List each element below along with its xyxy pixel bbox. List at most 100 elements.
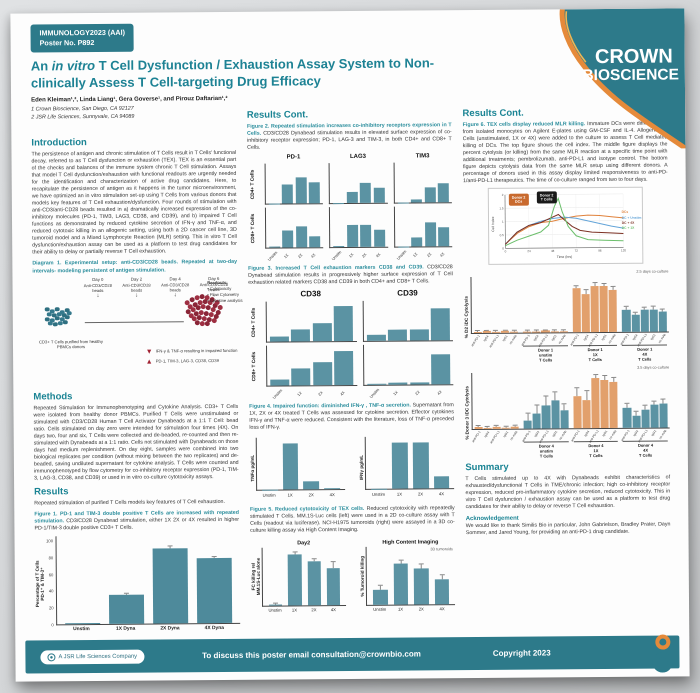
- x-tick-label: 4X: [339, 390, 346, 397]
- marker-increase-label: PD-1, TIM-3, LAG-3, CD38, CD39: [155, 358, 219, 364]
- column-right: Results Cont. Figure 6. TEX cells displa…: [462, 105, 671, 629]
- readouts-legend: Readouts: Cytotoxicity Flow Cytometry Cy…: [207, 279, 247, 305]
- mini-bar-panel: [328, 162, 388, 205]
- introduction-body: The persistence of antigen and chronic s…: [31, 149, 237, 256]
- treatment-tick-label: anti-PD-1: [570, 428, 582, 442]
- x-tick-label: 4X Dyna: [204, 625, 224, 631]
- x-tick-label: 1X: [392, 390, 400, 397]
- bar: [288, 547, 302, 606]
- treatment-tick-label: anti-PD-1: [619, 332, 630, 346]
- healthy-tcell-cluster-icon: [44, 306, 50, 312]
- figure5-2d-killing-chart: FC killing rel MM.1S-Luc alone Day2 Unstim 1…: [250, 540, 347, 613]
- x-tick-label: Unstim: [331, 250, 343, 262]
- treatment-tick-label: no mAb: [557, 333, 568, 345]
- bar: [366, 301, 386, 342]
- svg-text:48: 48: [551, 249, 555, 253]
- x-tick-label: Unstim: [396, 249, 408, 261]
- diagram1-caption: Diagram 1. Experimental setup: anti-CD3/…: [32, 259, 238, 274]
- bar: [269, 548, 283, 606]
- group-label: Donor 4 1X T Cells: [573, 440, 619, 459]
- jsr-company-label: A JSR Life Sciences Company: [58, 653, 138, 660]
- treatment-tick-label: no mAb: [656, 332, 667, 344]
- authors-line: Eden Kleiman¹,², Linda Liang¹, Gera Gove…: [31, 95, 228, 104]
- x-tick-label: 2X: [426, 252, 433, 259]
- bar: [582, 372, 591, 428]
- figure5-tumoroid-killing-chart: % Tumoroid killing High Content Imaging 3D…: [360, 539, 456, 612]
- bar: [501, 372, 510, 429]
- affiliations: 1 Crown Bioscience, San Diego, CA 92127 …: [31, 106, 134, 122]
- svg-text:Cell Index: Cell Index: [491, 217, 495, 233]
- bar: [108, 536, 144, 624]
- bar: [409, 345, 430, 385]
- x-tick-label: Unstim: [371, 491, 386, 497]
- x-tick-label: 1X: [412, 252, 419, 259]
- x-tick-label: 2X: [308, 492, 314, 498]
- poster-columns: Introduction The persistence of antigen …: [31, 105, 671, 632]
- x-tick-label: 1X: [397, 607, 404, 613]
- bar: [371, 437, 388, 490]
- x-tick-label: 1X: [396, 491, 403, 497]
- bar: [346, 163, 358, 204]
- bar: [438, 206, 450, 247]
- bar: [196, 535, 232, 624]
- red-up-arrow-icon: [146, 358, 153, 365]
- bar: [430, 300, 451, 341]
- down-arrow-icon: [156, 292, 195, 298]
- treatment-tick-label: no mAb: [607, 333, 617, 345]
- bar: [334, 345, 354, 386]
- svg-text:96: 96: [598, 249, 602, 253]
- conference-name: IMMUNOLOGY2023 (AAI): [39, 27, 126, 38]
- bar: [373, 163, 385, 203]
- logo-word-bioscience: BIOSCIENCE: [582, 66, 679, 84]
- treatment-tick-label: IgG4: [532, 334, 540, 342]
- treatment-tick-label: IgG1: [650, 428, 658, 437]
- poster-sheet: IMMUNOLOGY2023 (AAI) Poster No. P892 CRO…: [10, 8, 690, 682]
- bar: [268, 164, 280, 204]
- figure3-grid-chart: CD38 CD39 CD4+ T Cells CD8+ T Cells Unstim 1X…: [248, 288, 454, 400]
- summary-heading: Summary: [465, 461, 509, 474]
- treatment-tick-label: IgG4: [632, 428, 640, 437]
- treatment-tick-label: IgG1: [550, 333, 558, 342]
- treatment-tick-label: no mAb: [608, 428, 618, 440]
- svg-text:0.5: 0.5: [500, 233, 505, 237]
- figure2-grid-chart: PD-1 LAG3 TIM3 CD4+ T Cells CD8+ T Cells Unst…: [247, 153, 453, 262]
- bar: [650, 371, 659, 428]
- treatment-tick-label: no mAb: [508, 333, 518, 346]
- mini-bar-panel: [265, 301, 357, 343]
- svg-text:1: 1: [502, 220, 504, 224]
- svg-text:0: 0: [505, 250, 507, 254]
- treatment-tick-label: IgG1: [501, 334, 509, 343]
- bar: [334, 301, 354, 342]
- left-cluster-label: CD3+ T Cells purified from healthy PBMCs…: [38, 338, 103, 350]
- treatment-tick-label: IgG4: [631, 333, 639, 342]
- bar: [346, 207, 358, 248]
- bar: [510, 277, 519, 333]
- bar: [632, 371, 641, 428]
- bar: [492, 372, 501, 429]
- affiliation-2: 2 JSR Life Sciences, Sunnyvale, CA 94089: [31, 113, 135, 121]
- bar: [411, 207, 423, 247]
- crownbio-mark-icon: [651, 634, 675, 673]
- bar: [307, 547, 321, 606]
- bar: [641, 371, 650, 428]
- diagram-day-column: Day 0 Anti-CD3/CD28 beads: [78, 276, 117, 299]
- treatment-tick-label: anti-PD-1: [519, 333, 531, 347]
- bar: [622, 276, 631, 332]
- x-tick-label: 2X: [414, 390, 421, 397]
- bar: [500, 277, 510, 333]
- bar: [308, 163, 321, 204]
- bar: [281, 164, 294, 204]
- annotation-box: Donor 2 DCs: [508, 193, 529, 206]
- group-label: Donor 1 4X T Cells: [622, 344, 668, 363]
- svg-text:1.5: 1.5: [499, 207, 504, 211]
- x-tick-label: 1X: [347, 252, 355, 259]
- x-tick-label: 1X Dyna: [116, 626, 136, 632]
- summary-body: T Cells stimulated up to 4X with Dynabea…: [465, 474, 671, 511]
- bar: [424, 162, 436, 203]
- methods-heading: Methods: [33, 390, 73, 403]
- bar: [559, 276, 568, 333]
- series-DC + 4X: [504, 214, 624, 245]
- bar: [551, 372, 560, 428]
